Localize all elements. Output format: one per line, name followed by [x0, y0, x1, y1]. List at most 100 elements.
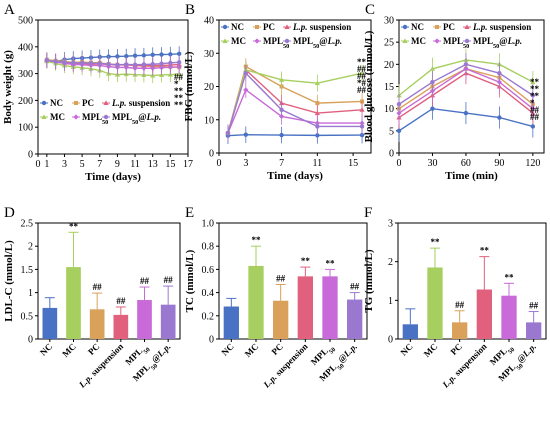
x-tick-label: 60	[461, 158, 471, 169]
legend-entry: MPL50	[443, 36, 469, 50]
bar	[452, 322, 468, 339]
point	[243, 71, 249, 76]
significance-mark: **	[480, 246, 490, 256]
point	[176, 51, 182, 56]
y-tick-label: 400	[18, 42, 33, 53]
significance-mark: ##	[529, 301, 539, 311]
bar	[113, 314, 129, 339]
point	[243, 132, 249, 137]
bar	[322, 276, 338, 339]
point	[530, 93, 536, 98]
point	[150, 52, 155, 58]
significance-mark: ##	[164, 275, 174, 285]
bar	[297, 276, 313, 339]
x-axis-label: Time (days)	[267, 170, 323, 182]
point	[430, 106, 435, 111]
y-tick-label: 10	[204, 115, 214, 126]
significance-mark: **	[431, 237, 441, 247]
point	[315, 124, 320, 129]
x-tick-label: 7	[279, 158, 284, 169]
y-tick-label: 30	[384, 16, 394, 27]
x-tick-label: 11	[313, 158, 323, 169]
x-tick-label: 120	[525, 158, 540, 169]
significance-mark: **	[530, 84, 540, 94]
y-tick-label: 0.4	[202, 288, 215, 299]
significance-mark: **	[174, 86, 184, 96]
point	[141, 53, 147, 58]
point	[53, 59, 58, 64]
x-tick-label: 17	[183, 159, 193, 170]
point	[278, 77, 285, 82]
x-tick-label: 5	[80, 159, 85, 170]
point	[141, 62, 147, 67]
y-tick-label: 2.5	[21, 219, 34, 230]
bar	[402, 324, 418, 339]
y-tick-label: 0.2	[202, 311, 215, 322]
legend-entry: MC	[50, 112, 65, 122]
y-tick-label: 15	[384, 82, 394, 93]
series-line	[46, 60, 180, 77]
point	[530, 79, 536, 85]
panel-b: B 0 10 20 30 40 FBG (mmol/L) 0 3 7 11 15 Time (days)…	[183, 2, 372, 182]
category-label: L.p. suspension	[440, 341, 489, 390]
significance-mark: *	[530, 98, 535, 108]
significance-mark: **	[252, 235, 262, 245]
point	[168, 52, 173, 57]
point	[97, 61, 102, 66]
significance-mark: ##	[530, 112, 540, 122]
y-tick-label: 3	[388, 219, 393, 230]
category-label: PC	[270, 341, 286, 357]
y-tick-label: 100	[18, 123, 33, 134]
y-tick-label: 30	[204, 49, 214, 60]
legend-entry: NC	[411, 22, 424, 32]
panel-label: D	[4, 205, 15, 221]
x-tick-label: 1	[44, 159, 49, 170]
y-tick-label: 0	[209, 335, 214, 346]
bar	[427, 267, 443, 339]
y-tick-label: 500	[18, 16, 33, 27]
y-tick-label: 0	[209, 149, 214, 160]
legend: NC PC L.p. suspension MC MPL50 MPL50@L.p.	[40, 98, 170, 126]
panel-label: A	[4, 2, 15, 18]
x-tick-label: 7	[97, 159, 102, 170]
y-axis-label: Body weight (g)	[2, 50, 14, 124]
significance-mark: **	[357, 57, 367, 67]
point	[168, 60, 173, 66]
significance-mark: **	[530, 91, 540, 101]
y-tick-label: 20	[204, 82, 214, 93]
x-tick-label: 11	[130, 159, 140, 170]
significance-mark: ##	[357, 71, 367, 81]
point	[159, 52, 164, 57]
panel-e: E 0 0.2 0.4 0.6 0.8 1.0 TC (mmol/L) NC ** MC ## PC **…	[184, 205, 368, 390]
y-tick-label: 2	[388, 257, 393, 268]
category-label: MC	[243, 341, 261, 359]
point	[396, 128, 402, 134]
x-tick-label: 9	[115, 159, 120, 170]
point	[124, 62, 129, 67]
y-tick-label: 20	[384, 60, 394, 71]
point	[429, 66, 436, 71]
point	[279, 132, 284, 138]
legend: NC PC L.p. suspension MC MPL50 MPL50@L.p.	[401, 22, 531, 50]
significance-mark: **	[505, 272, 515, 282]
significance-mark: **	[69, 221, 79, 231]
panel-label: F	[364, 205, 372, 221]
point	[315, 101, 320, 106]
significance-mark: ##	[350, 282, 360, 292]
axes-frame	[397, 222, 547, 340]
significance-mark: **	[326, 258, 336, 268]
point	[530, 124, 536, 129]
legend-entry: NC	[50, 98, 63, 108]
bar	[42, 307, 58, 339]
significance-mark: ##	[357, 64, 367, 74]
y-tick-label: 1.0	[202, 219, 215, 230]
x-tick-label: 30	[427, 158, 437, 169]
point	[497, 115, 502, 120]
significance-mark: ##	[530, 105, 540, 115]
panel-label: B	[185, 2, 195, 18]
category-label: MC	[422, 341, 440, 359]
significance-mark: ##	[116, 296, 126, 306]
legend-entry: MPL50	[263, 36, 289, 50]
